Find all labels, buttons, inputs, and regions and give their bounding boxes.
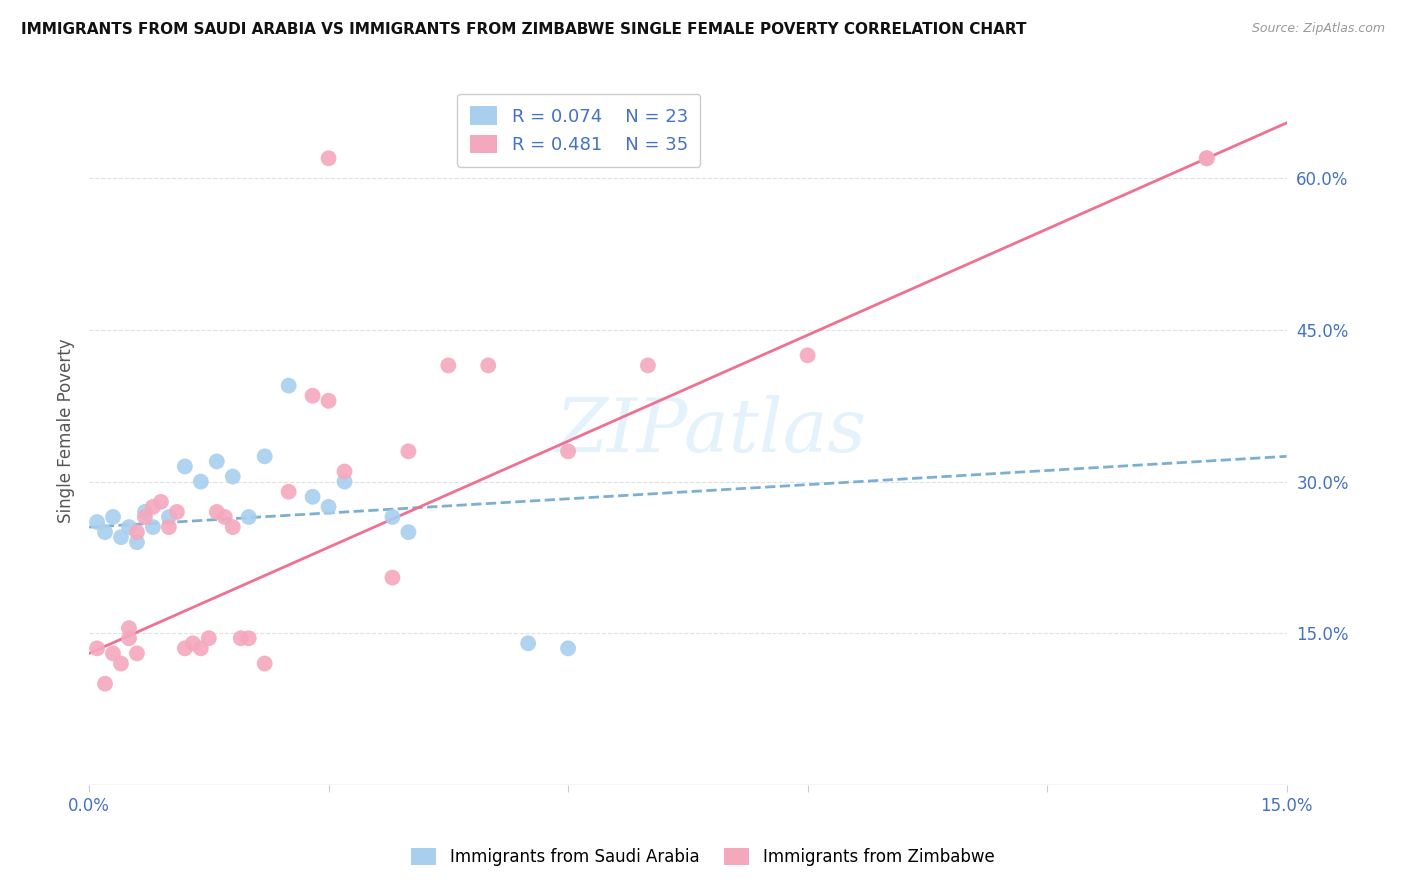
- Point: [118, 520, 141, 534]
- Point: [437, 359, 460, 373]
- Point: [277, 484, 299, 499]
- Point: [157, 510, 180, 524]
- Point: [125, 647, 148, 661]
- Point: [333, 465, 356, 479]
- Point: [253, 450, 276, 464]
- Point: [134, 505, 156, 519]
- Point: [796, 348, 818, 362]
- Point: [173, 459, 195, 474]
- Text: Source: ZipAtlas.com: Source: ZipAtlas.com: [1251, 22, 1385, 36]
- Legend: R = 0.074    N = 23, R = 0.481    N = 35: R = 0.074 N = 23, R = 0.481 N = 35: [457, 94, 700, 167]
- Point: [198, 632, 221, 646]
- Point: [381, 571, 404, 585]
- Point: [381, 510, 404, 524]
- Point: [86, 641, 108, 656]
- Point: [118, 632, 141, 646]
- Point: [166, 505, 188, 519]
- Legend: Immigrants from Saudi Arabia, Immigrants from Zimbabwe: Immigrants from Saudi Arabia, Immigrants…: [405, 841, 1001, 873]
- Text: IMMIGRANTS FROM SAUDI ARABIA VS IMMIGRANTS FROM ZIMBABWE SINGLE FEMALE POVERTY C: IMMIGRANTS FROM SAUDI ARABIA VS IMMIGRAN…: [21, 22, 1026, 37]
- Point: [134, 510, 156, 524]
- Point: [214, 510, 236, 524]
- Point: [142, 500, 165, 514]
- Point: [157, 520, 180, 534]
- Point: [142, 520, 165, 534]
- Point: [238, 632, 260, 646]
- Point: [1195, 151, 1218, 165]
- Point: [125, 535, 148, 549]
- Point: [557, 444, 579, 458]
- Point: [125, 525, 148, 540]
- Point: [238, 510, 260, 524]
- Point: [110, 657, 132, 671]
- Point: [181, 636, 204, 650]
- Point: [222, 520, 245, 534]
- Point: [477, 359, 499, 373]
- Point: [190, 641, 212, 656]
- Point: [205, 454, 228, 468]
- Point: [557, 641, 579, 656]
- Y-axis label: Single Female Poverty: Single Female Poverty: [58, 339, 75, 524]
- Point: [1195, 151, 1218, 165]
- Point: [94, 676, 117, 690]
- Point: [301, 389, 323, 403]
- Point: [94, 525, 117, 540]
- Point: [173, 641, 195, 656]
- Point: [318, 393, 340, 408]
- Point: [333, 475, 356, 489]
- Point: [396, 444, 419, 458]
- Point: [205, 505, 228, 519]
- Point: [101, 647, 124, 661]
- Point: [517, 636, 540, 650]
- Text: ZIPatlas: ZIPatlas: [557, 395, 868, 467]
- Point: [318, 151, 340, 165]
- Point: [110, 530, 132, 544]
- Point: [222, 469, 245, 483]
- Point: [190, 475, 212, 489]
- Point: [149, 495, 172, 509]
- Point: [86, 515, 108, 529]
- Point: [318, 500, 340, 514]
- Point: [637, 359, 659, 373]
- Point: [277, 378, 299, 392]
- Point: [253, 657, 276, 671]
- Point: [118, 621, 141, 635]
- Point: [396, 525, 419, 540]
- Point: [229, 632, 252, 646]
- Point: [301, 490, 323, 504]
- Point: [101, 510, 124, 524]
